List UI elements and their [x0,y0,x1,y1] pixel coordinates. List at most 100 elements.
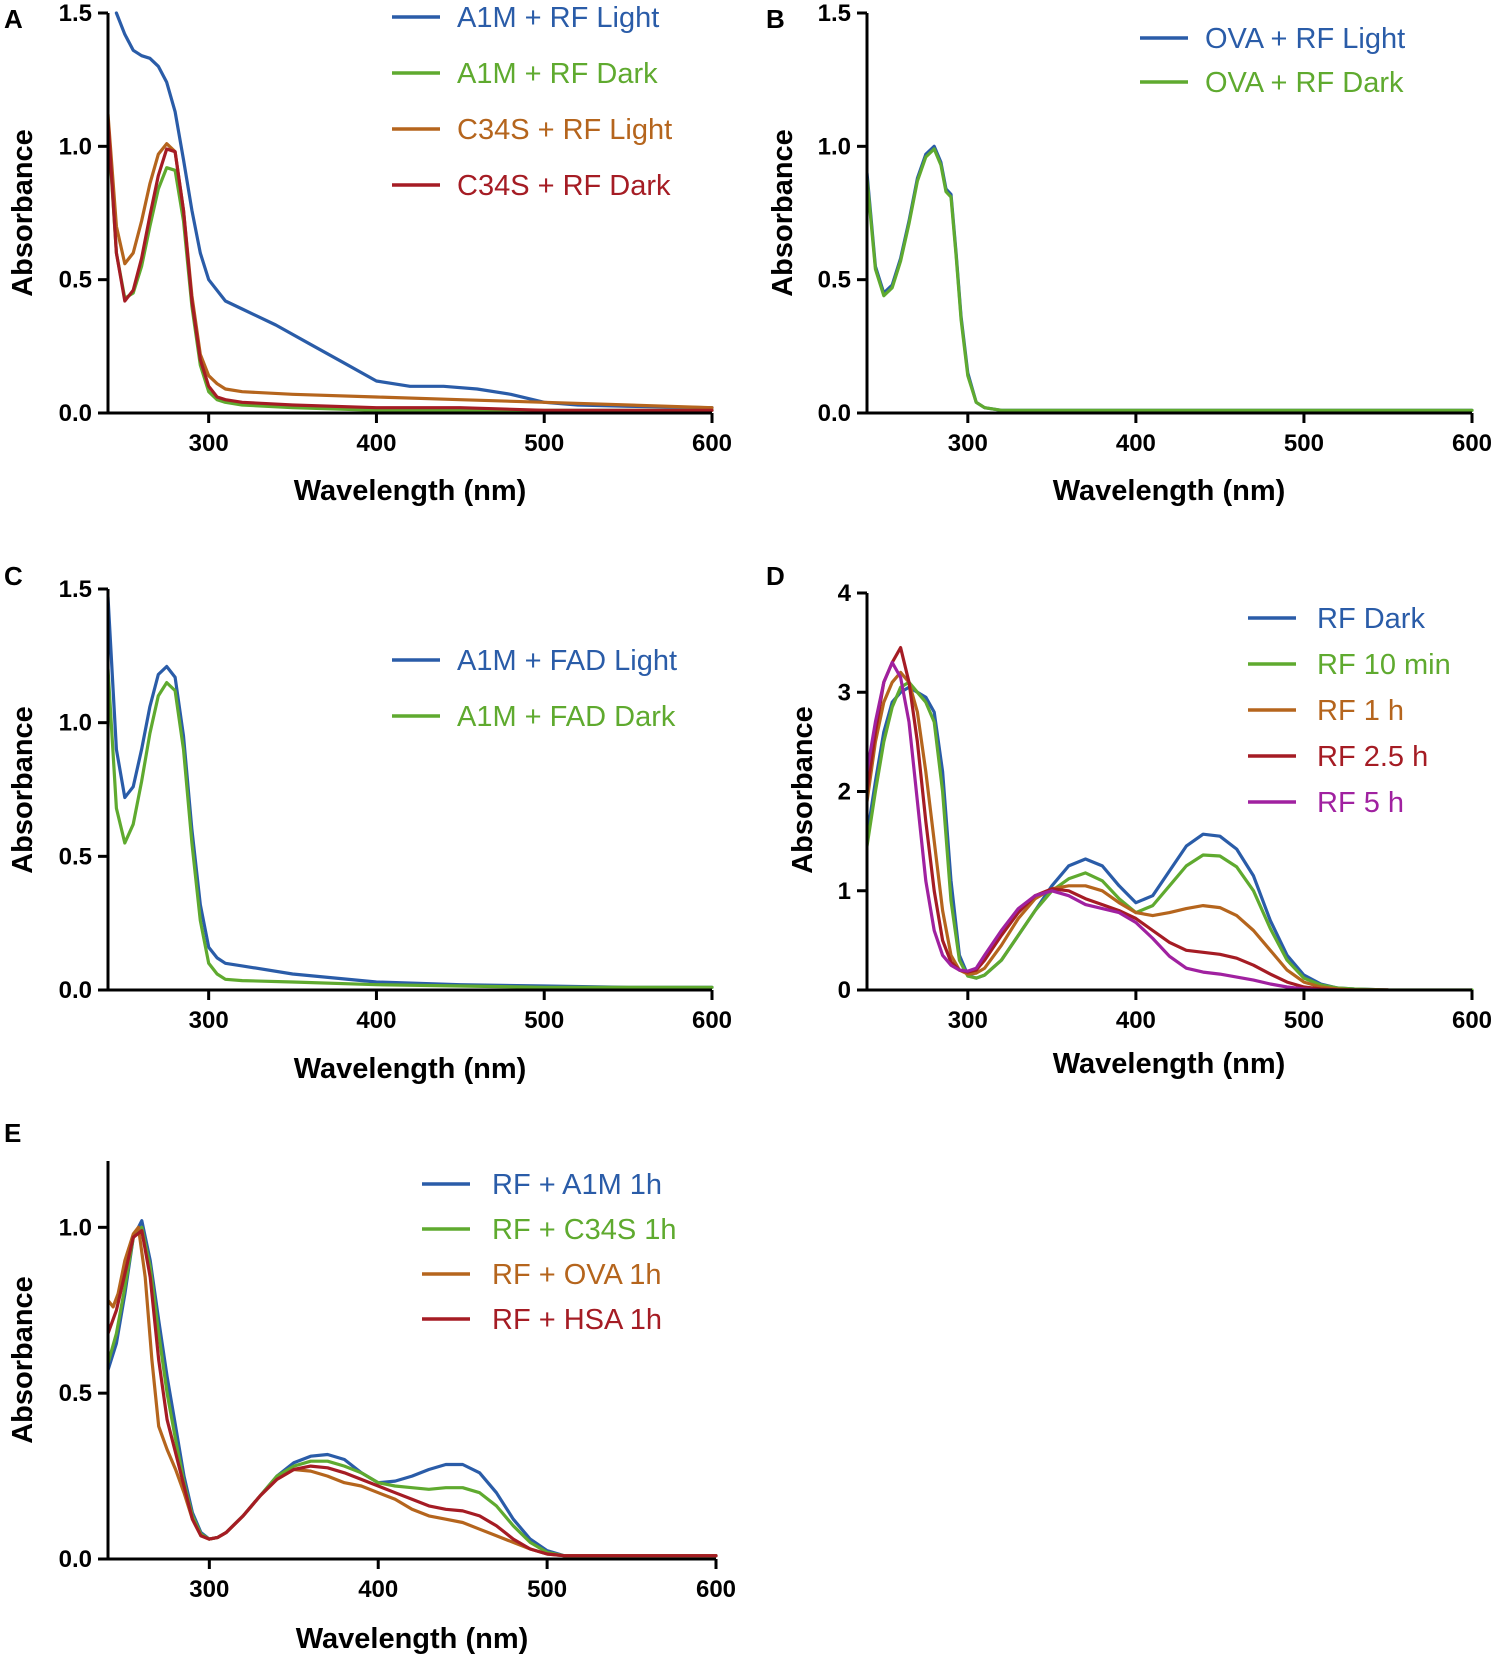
legend-label-1: OVA + RF Light [1205,23,1405,55]
y-tick-label: 1.0 [59,710,92,737]
legend-label-2: RF + C34S 1h [492,1214,677,1246]
legend: OVA + RF Light OVA + RF Dark [1140,23,1405,99]
y-tick-label: 0 [838,977,851,1004]
y-tick-label: 1.5 [818,0,851,27]
panel-label-e: E [4,1118,21,1148]
y-tick-label: 0.0 [59,400,92,427]
y-tick-label: 2 [838,779,851,806]
x-tick-label: 400 [1116,1007,1156,1034]
legend-label-1: A1M + RF Light [457,2,659,34]
x-tick-label: 500 [1284,1007,1324,1034]
y-tick-label: 0.5 [818,267,851,294]
series-line-4 [108,1229,718,1558]
series-group [867,144,1474,412]
panel-b: B 300 400 500 600 0.0 0.5 1.0 1.5 Wavelength (nm)… [766,0,1492,507]
x-tick-label: 300 [189,430,229,457]
y-tick-label: 1.5 [59,576,92,603]
x-tick-label: 500 [524,430,564,457]
y-tick-label: 0.0 [818,400,851,427]
legend-label-2: OVA + RF Dark [1205,67,1404,99]
panel-c: C 300 400 500 600 0.0 0.5 1.0 1.5 Wavelength (nm)… [4,561,732,1085]
legend-label-2: A1M + FAD Dark [457,701,676,733]
x-axis-title: Wavelength (nm) [1053,475,1286,507]
series-group [108,11,714,412]
series-line-1 [114,11,714,410]
series-line-2 [867,147,1474,412]
x-tick-label: 500 [1284,430,1324,457]
panel-e: E 300 400 500 600 0.0 0.5 1.0 Wavelength (nm) Abs… [4,1118,736,1655]
x-tick-label: 400 [1116,430,1156,457]
y-tick-label: 1.5 [59,0,92,27]
y-axis-title: Absorbance [7,1276,39,1444]
series-line-2 [867,680,1474,990]
legend-label-2: RF 10 min [1317,649,1451,681]
x-tick-label: 400 [356,430,396,457]
x-tick-label: 400 [358,1576,398,1603]
y-tick-label: 0.0 [59,977,92,1004]
panel-label-d: D [766,561,785,591]
legend-label-3: C34S + RF Light [457,114,672,146]
panel-label-c: C [4,561,23,591]
x-tick-label: 300 [189,1007,229,1034]
x-tick-label: 600 [692,1007,732,1034]
y-tick-label: 1.0 [818,133,851,160]
y-tick-label: 3 [838,679,851,706]
series-group [108,1219,718,1558]
legend-label-4: RF + HSA 1h [492,1304,662,1336]
y-tick-label: 1.0 [59,133,92,160]
legend-label-5: RF 5 h [1317,787,1404,819]
y-tick-label: 0.0 [59,1546,92,1573]
y-axis-title: Absorbance [787,706,819,874]
x-tick-label: 300 [948,1007,988,1034]
legend-label-4: RF 2.5 h [1317,741,1428,773]
legend-label-1: RF + A1M 1h [492,1169,662,1201]
series-line-5 [867,660,1340,990]
x-axis-title: Wavelength (nm) [294,1053,527,1085]
series-line-4 [108,118,714,412]
legend-label-2: A1M + RF Dark [457,58,658,90]
legend: A1M + FAD Light A1M + FAD Dark [392,645,677,733]
legend-label-1: RF Dark [1317,603,1425,635]
series-line-2 [108,1225,718,1558]
x-tick-label: 600 [692,430,732,457]
legend: A1M + RF Light A1M + RF Dark C34S + RF Lig… [392,2,672,202]
legend: RF + A1M 1h RF + C34S 1h RF + OVA 1h RF + H… [422,1169,677,1336]
series-line-3 [867,670,1390,990]
x-tick-label: 500 [524,1007,564,1034]
x-tick-label: 500 [527,1576,567,1603]
panel-a: A 300 400 500 600 0.0 0.5 1.0 1.5 Wavelength (nm)… [4,0,732,507]
x-tick-label: 300 [189,1576,229,1603]
legend-label-3: RF + OVA 1h [492,1259,662,1291]
series-group [108,595,714,989]
x-tick-label: 600 [1452,430,1492,457]
legend: RF Dark RF 10 min RF 1 h RF 2.5 h RF 5 h [1248,603,1451,819]
legend-label-3: RF 1 h [1317,695,1404,727]
y-axis-title: Absorbance [767,129,799,297]
series-group [867,646,1474,990]
legend-label-1: A1M + FAD Light [457,645,677,677]
y-axis-title: Absorbance [7,129,39,297]
legend-label-4: C34S + RF Dark [457,170,671,202]
x-axis-title: Wavelength (nm) [296,1623,529,1655]
y-tick-label: 4 [838,580,852,607]
x-tick-label: 300 [948,430,988,457]
x-tick-label: 600 [696,1576,736,1603]
x-axis-title: Wavelength (nm) [1053,1048,1286,1080]
x-tick-label: 400 [356,1007,396,1034]
x-axis-title: Wavelength (nm) [294,475,527,507]
y-tick-label: 0.5 [59,267,92,294]
x-tick-label: 600 [1452,1007,1492,1034]
y-tick-label: 1.0 [59,1214,92,1241]
series-line-4 [867,646,1390,990]
panel-label-b: B [766,4,785,34]
series-line-2 [108,123,714,412]
panel-d: D 300 400 500 600 0 1 2 3 4 Wavelength (nm) Absorba… [766,561,1492,1080]
series-line-1 [108,1219,718,1558]
series-line-2 [108,667,714,989]
y-axis-title: Absorbance [7,706,39,874]
y-tick-label: 1 [838,878,851,905]
y-tick-label: 0.5 [59,1380,92,1407]
y-tick-label: 0.5 [59,843,92,870]
panel-label-a: A [4,4,23,34]
